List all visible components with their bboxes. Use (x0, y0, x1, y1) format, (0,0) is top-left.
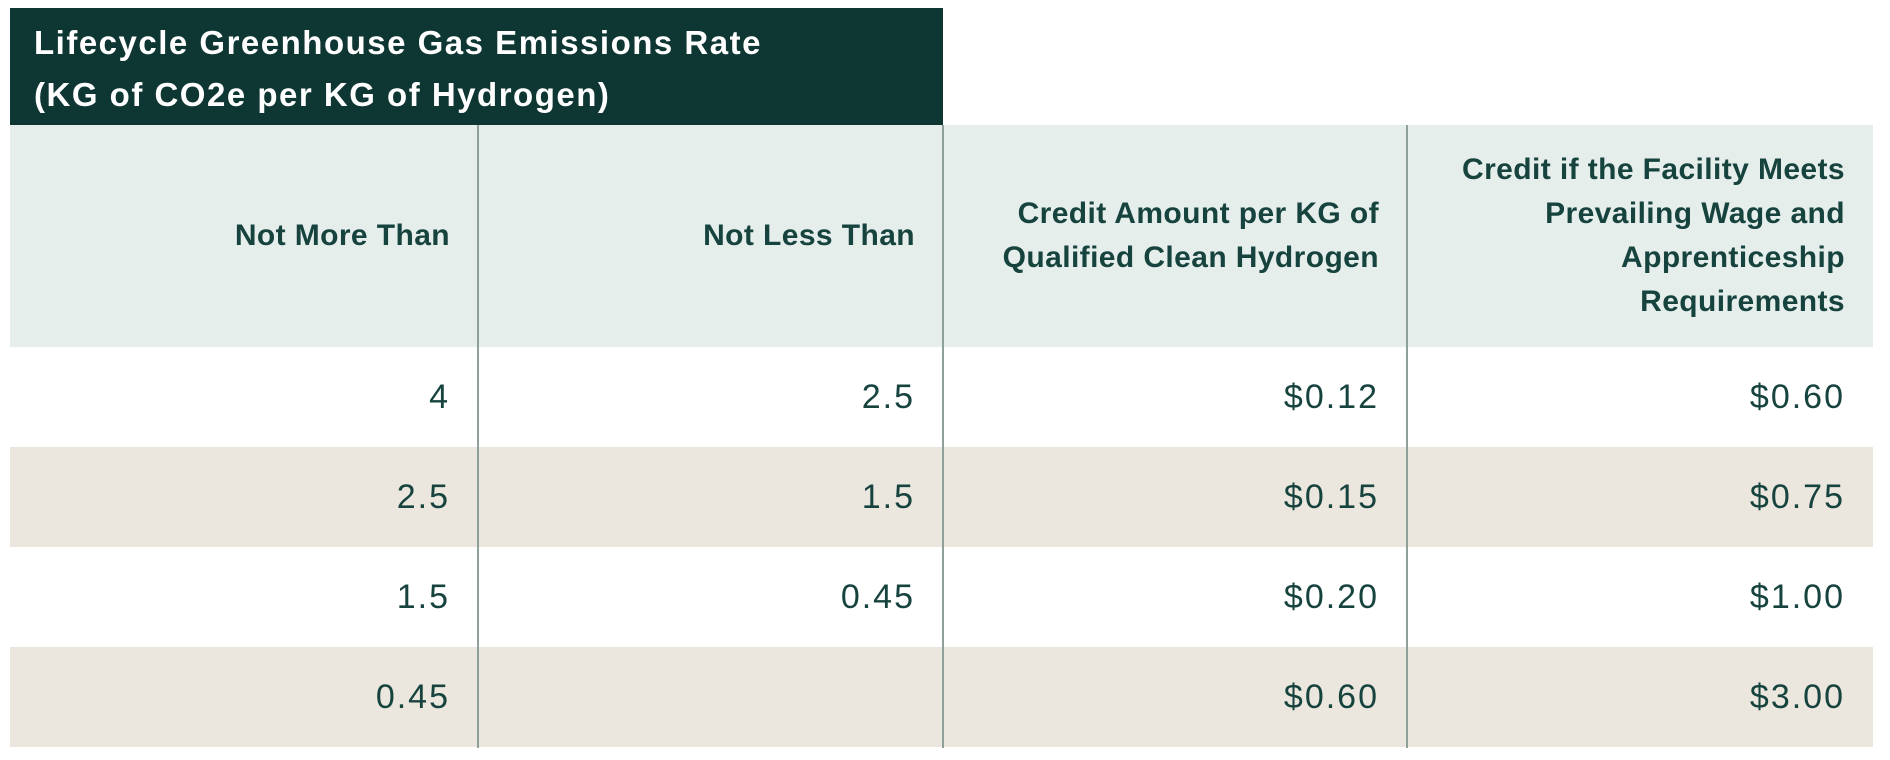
column-header-label: Credit Amount per KG of Qualified Clean … (1002, 197, 1379, 274)
column-divider-2 (942, 125, 944, 748)
table-cell (478, 647, 943, 747)
table-title-banner: Lifecycle Greenhouse Gas Emissions Rate … (10, 8, 943, 125)
table-cell: $0.75 (1749, 477, 1845, 516)
table-title-line2: (KG of CO2e per KG of Hydrogen) (34, 76, 611, 113)
column-divider-3 (1406, 125, 1408, 748)
table-cell: 0.45 (840, 577, 915, 616)
table-cell: 2.5 (861, 377, 915, 416)
table-row-2: 2.5 1.5 $0.15 $0.75 (10, 447, 1873, 547)
table-cell: $0.12 (1283, 377, 1379, 416)
table-cell: 1.5 (861, 477, 915, 516)
table-cell: $0.20 (1283, 577, 1379, 616)
table-cell: $0.15 (1283, 477, 1379, 516)
column-header-not-more-than: Not More Than (10, 125, 478, 347)
table-cell: $0.60 (1749, 377, 1845, 416)
table-cell: 0.45 (375, 677, 450, 716)
table-cell: $3.00 (1749, 677, 1845, 716)
table-cell: 2.5 (396, 477, 450, 516)
column-header-credit-amount: Credit Amount per KG of Qualified Clean … (943, 125, 1407, 347)
table-cell: 4 (429, 377, 450, 416)
column-header-label: Credit if the Facility Meets Prevailing … (1462, 153, 1845, 318)
table-row-3: 1.5 0.45 $0.20 $1.00 (10, 547, 1873, 647)
table-cell: 1.5 (396, 577, 450, 616)
column-header-label: Not More Than (234, 219, 450, 252)
credit-table: Not More Than Not Less Than Credit Amoun… (10, 125, 1873, 747)
table-row-1: 4 2.5 $0.12 $0.60 (10, 347, 1873, 447)
column-header-not-less-than: Not Less Than (478, 125, 943, 347)
table-title-line1: Lifecycle Greenhouse Gas Emissions Rate (34, 24, 762, 61)
table-row-4: 0.45 $0.60 $3.00 (10, 647, 1873, 747)
column-header-credit-prevailing-wage: Credit if the Facility Meets Prevailing … (1407, 125, 1873, 347)
column-header-label: Not Less Than (703, 219, 915, 252)
table-cell: $0.60 (1283, 677, 1379, 716)
column-divider-1 (477, 125, 479, 748)
table-cell: $1.00 (1749, 577, 1845, 616)
header-row: Not More Than Not Less Than Credit Amoun… (10, 125, 1873, 347)
